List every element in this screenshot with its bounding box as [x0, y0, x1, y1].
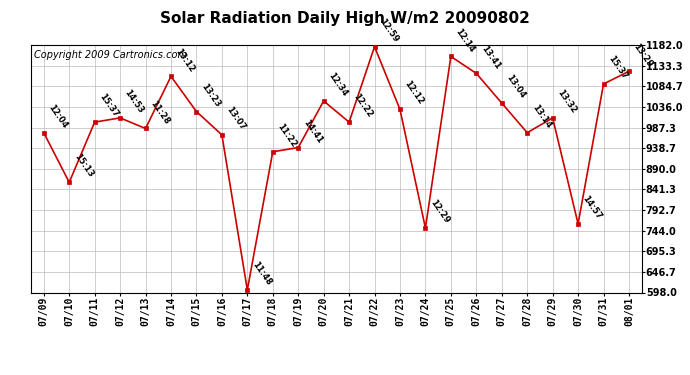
Text: 15:37: 15:37: [97, 92, 120, 119]
Text: 11:22: 11:22: [275, 122, 298, 149]
Text: 13:12: 13:12: [174, 46, 197, 74]
Text: 12:34: 12:34: [326, 71, 349, 98]
Text: 13:14: 13:14: [530, 103, 553, 130]
Text: 11:28: 11:28: [148, 99, 171, 126]
Text: Solar Radiation Daily High W/m2 20090802: Solar Radiation Daily High W/m2 20090802: [160, 11, 530, 26]
Text: 14:41: 14:41: [301, 118, 324, 145]
Text: 15:13: 15:13: [72, 153, 95, 180]
Text: 12:04: 12:04: [46, 103, 69, 130]
Text: 12:29: 12:29: [428, 198, 451, 225]
Text: 13:23: 13:23: [199, 82, 222, 109]
Text: 14:53: 14:53: [123, 88, 146, 115]
Text: 12:59: 12:59: [377, 17, 400, 44]
Text: 12:22: 12:22: [352, 92, 375, 119]
Text: 15:37: 15:37: [607, 54, 629, 81]
Text: 14:57: 14:57: [581, 194, 604, 221]
Text: 12:12: 12:12: [403, 80, 426, 106]
Text: 13:32: 13:32: [555, 88, 578, 115]
Text: Copyright 2009 Cartronics.com: Copyright 2009 Cartronics.com: [34, 50, 187, 60]
Text: 13:41: 13:41: [479, 44, 502, 70]
Text: 13:07: 13:07: [225, 105, 247, 132]
Text: 13:29: 13:29: [632, 42, 654, 69]
Text: 12:14: 12:14: [453, 27, 476, 54]
Text: 13:04: 13:04: [504, 73, 527, 100]
Text: 11:48: 11:48: [250, 260, 273, 287]
